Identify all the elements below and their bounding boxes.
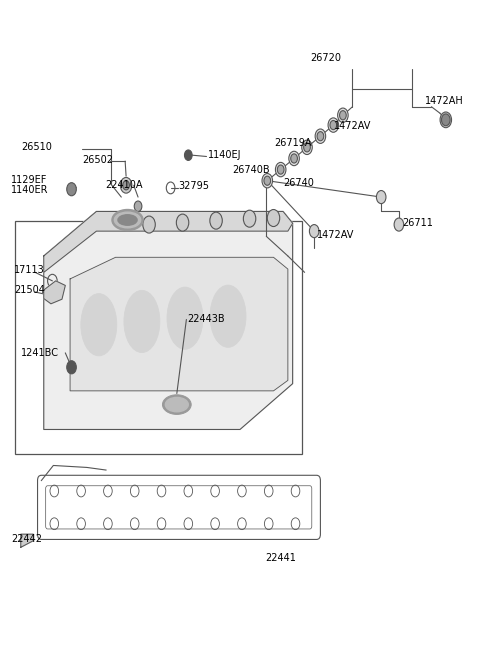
Circle shape bbox=[243, 210, 256, 227]
Circle shape bbox=[376, 190, 386, 203]
Text: 1129EF: 1129EF bbox=[11, 175, 48, 185]
FancyBboxPatch shape bbox=[15, 221, 302, 454]
Circle shape bbox=[310, 224, 319, 237]
Circle shape bbox=[267, 209, 280, 226]
Circle shape bbox=[67, 182, 76, 195]
Ellipse shape bbox=[165, 398, 188, 412]
Text: 26510: 26510 bbox=[21, 142, 52, 152]
Polygon shape bbox=[44, 211, 293, 430]
Text: 1472AV: 1472AV bbox=[334, 121, 372, 131]
Text: 22441: 22441 bbox=[265, 554, 296, 564]
Circle shape bbox=[67, 361, 76, 374]
Text: 32795: 32795 bbox=[179, 181, 210, 191]
Ellipse shape bbox=[210, 285, 246, 347]
Ellipse shape bbox=[81, 294, 117, 356]
Circle shape bbox=[143, 216, 156, 233]
Text: 1140ER: 1140ER bbox=[11, 185, 49, 195]
Circle shape bbox=[264, 176, 271, 185]
Circle shape bbox=[276, 163, 286, 176]
Circle shape bbox=[330, 121, 336, 130]
Text: 22443B: 22443B bbox=[187, 314, 225, 324]
Circle shape bbox=[339, 111, 346, 120]
Ellipse shape bbox=[114, 212, 141, 228]
Ellipse shape bbox=[124, 291, 160, 352]
Circle shape bbox=[302, 140, 312, 155]
Polygon shape bbox=[21, 534, 33, 547]
Polygon shape bbox=[70, 257, 288, 391]
Circle shape bbox=[176, 214, 189, 231]
Circle shape bbox=[289, 152, 300, 166]
Ellipse shape bbox=[112, 209, 143, 230]
Text: 26502: 26502 bbox=[82, 155, 113, 165]
Ellipse shape bbox=[167, 287, 203, 349]
Circle shape bbox=[315, 129, 325, 144]
Text: 26719A: 26719A bbox=[275, 138, 312, 148]
Circle shape bbox=[184, 150, 192, 161]
Text: 22410A: 22410A bbox=[105, 180, 143, 190]
Text: 17113: 17113 bbox=[14, 266, 45, 276]
Circle shape bbox=[262, 173, 273, 188]
Circle shape bbox=[442, 114, 450, 126]
Circle shape bbox=[304, 143, 311, 152]
Text: 26711: 26711 bbox=[402, 218, 432, 228]
Circle shape bbox=[337, 108, 348, 123]
Ellipse shape bbox=[118, 215, 137, 225]
Text: 22442: 22442 bbox=[11, 534, 42, 544]
Text: 1140EJ: 1140EJ bbox=[207, 150, 241, 160]
FancyBboxPatch shape bbox=[37, 476, 321, 539]
Text: 21504: 21504 bbox=[14, 285, 45, 295]
Circle shape bbox=[277, 165, 284, 174]
Circle shape bbox=[134, 201, 142, 211]
Circle shape bbox=[291, 154, 298, 163]
Text: 26740B: 26740B bbox=[232, 165, 270, 174]
Text: 26720: 26720 bbox=[311, 53, 342, 63]
Text: 1472AV: 1472AV bbox=[317, 230, 354, 240]
Circle shape bbox=[123, 180, 130, 190]
Circle shape bbox=[440, 112, 452, 128]
Circle shape bbox=[120, 177, 132, 193]
Polygon shape bbox=[44, 281, 65, 304]
Circle shape bbox=[328, 118, 338, 133]
Ellipse shape bbox=[162, 395, 191, 415]
Circle shape bbox=[394, 218, 404, 231]
Circle shape bbox=[210, 212, 222, 229]
Text: 26740: 26740 bbox=[284, 178, 314, 188]
Circle shape bbox=[317, 132, 324, 141]
Text: 1472AH: 1472AH bbox=[425, 96, 464, 106]
Text: 1241BC: 1241BC bbox=[21, 348, 59, 358]
Polygon shape bbox=[44, 211, 293, 272]
